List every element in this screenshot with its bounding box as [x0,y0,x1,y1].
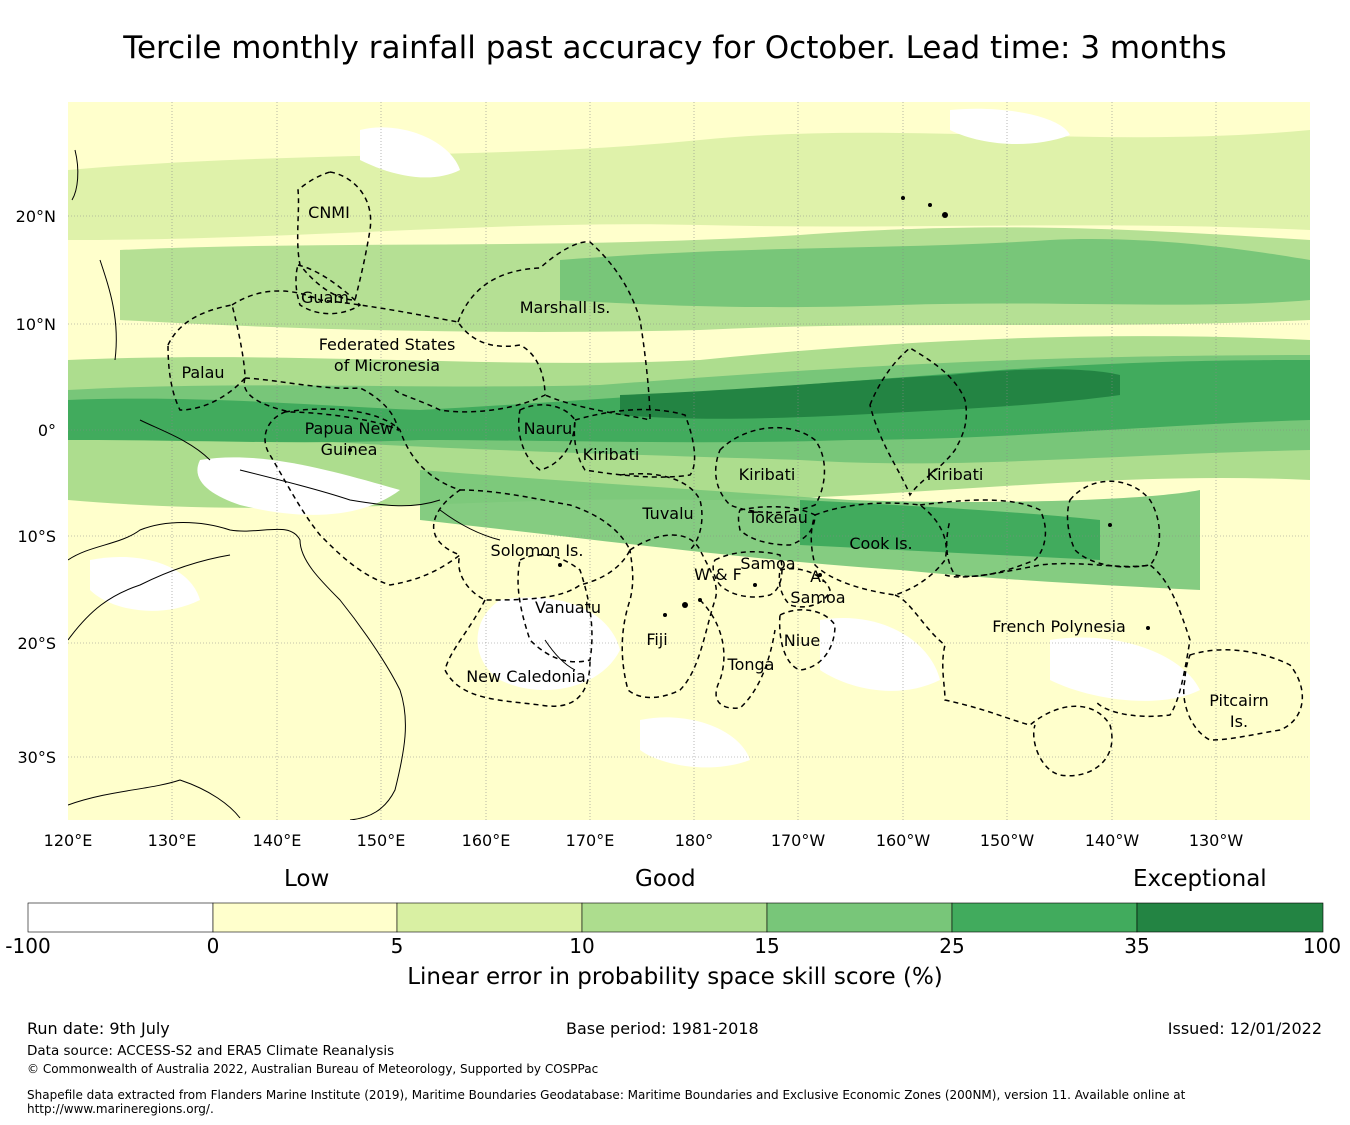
lat-label: 30°S [17,748,56,767]
colorbar [27,902,1324,933]
region-label-fiji: Fiji [646,630,667,649]
lon-label: 180° [675,831,714,850]
lon-label: 150°E [357,831,406,850]
lon-label: 160°E [462,831,511,850]
lon-label: 150°W [980,831,1035,850]
eez-boundaries [167,171,1304,777]
lon-label: 160°W [876,831,931,850]
colorbar-bin [951,902,1138,933]
region-labels: CNMI Guam Marshall Is. Federated States … [181,203,1268,731]
lon-label: 170°E [566,831,615,850]
lon-label: 130°W [1189,831,1244,850]
lat-label: 0° [38,421,56,440]
colorbar-bin [212,902,398,933]
region-label-new-caledonia: New Caledonia [466,667,586,686]
region-label-kiribati-west: Kiribati [583,445,640,464]
lat-label: 20°S [17,634,56,653]
legend-category-low: Low [284,866,330,892]
region-label-fsm-1: Federated States [319,335,456,354]
coastlines [68,149,576,820]
region-label-nauru: Nauru [524,419,573,438]
legend-category-good: Good [635,866,696,892]
colorbar-bin [27,902,214,933]
skill-field [68,102,1310,820]
region-label-kiribati-central: Kiribati [739,465,796,484]
lon-label: 120°E [44,831,93,850]
issued-date: Issued: 12/01/2022 [1167,1019,1322,1038]
colorbar-bin [1136,902,1324,933]
islands [348,196,1150,630]
region-label-pitcairn-2: Is. [1230,712,1248,731]
region-label-pitcairn-1: Pitcairn [1209,691,1269,710]
longitude-labels: 120°E 130°E 140°E 150°E 160°E 170°E 180°… [44,831,1244,850]
colorbar-tick: 35 [1124,934,1150,958]
region-label-niue: Niue [784,631,820,650]
region-label-png-2: Guinea [321,440,378,459]
colorbar-tick: 10 [569,934,595,958]
region-label-cook: Cook Is. [849,534,912,553]
map-title: Tercile monthly rainfall past accuracy f… [123,30,1227,66]
colorbar-bin [581,902,768,933]
region-label-solomon: Solomon Is. [491,541,584,560]
region-label-guam: Guam [301,288,349,307]
legend-category-exceptional: Exceptional [1133,866,1267,892]
colorbar-tick: 5 [390,934,404,958]
colorbar-title: Linear error in probability space skill … [407,964,943,990]
lat-label: 10°N [16,315,56,334]
base-period: Base period: 1981-2018 [566,1019,759,1038]
data-source: Data source: ACCESS-S2 and ERA5 Climate … [27,1043,395,1059]
region-label-tuvalu: Tuvalu [641,504,693,523]
latitude-labels: 20°N 10°N 0° 10°S 20°S 30°S [16,207,56,767]
region-label-tonga: Tonga [727,655,775,674]
shapefile-credit-line1: Shapefile data extracted from Flanders M… [27,1088,1186,1102]
lat-label: 20°N [16,207,56,226]
region-label-am-samoa-2: Samoa [790,588,845,607]
lon-label: 130°E [148,831,197,850]
region-label-cnmi: CNMI [308,203,350,222]
region-label-png-1: Papua New [305,419,394,438]
region-label-fsm-2: of Micronesia [334,356,440,375]
region-label-samoa: Samoa [740,554,795,573]
lon-label: 170°W [771,831,826,850]
colorbar-tick: 15 [754,934,780,958]
region-label-kiribati-east: Kiribati [927,465,984,484]
copyright: © Commonwealth of Australia 2022, Austra… [27,1062,599,1076]
region-label-marshall: Marshall Is. [520,298,611,317]
region-label-tokelau: Tokelau [747,508,808,527]
region-label-vanuatu: Vanuatu [535,598,601,617]
colorbar-bin [396,902,583,933]
region-label-palau: Palau [181,363,224,382]
colorbar-tick: 100 [1302,934,1342,958]
shapefile-credit-line2: http://www.marineregions.org/. [27,1102,214,1116]
lon-label: 140°W [1085,831,1140,850]
region-label-french-polynesia: French Polynesia [992,617,1126,636]
run-date: Run date: 9th July [27,1019,170,1038]
region-label-am-samoa-1: A. [810,567,826,586]
colorbar-bin [766,902,953,933]
colorbar-tick: 25 [939,934,965,958]
lat-label: 10°S [17,527,56,546]
colorbar-tick: -100 [5,934,51,958]
lon-label: 140°E [253,831,302,850]
region-label-wallis-futuna: W & F [694,565,742,584]
colorbar-tick: 0 [206,934,220,958]
